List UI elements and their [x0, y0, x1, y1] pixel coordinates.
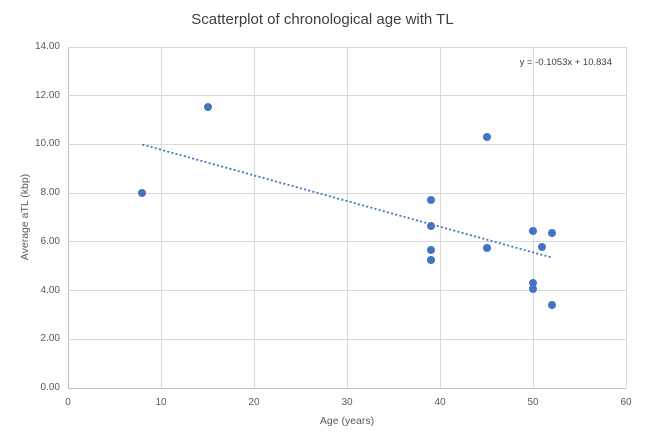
- y-tick-label: 8.00: [40, 187, 60, 199]
- trendline-equation-label: y = -0.1053x + 10.834: [519, 57, 612, 68]
- data-point: [482, 243, 491, 252]
- trendline: [142, 143, 552, 259]
- data-point: [426, 196, 435, 205]
- x-axis-line: [68, 387, 626, 389]
- horizontal-gridline: [68, 143, 626, 145]
- x-tick-label: 30: [341, 397, 353, 408]
- x-tick-label: 60: [620, 397, 632, 408]
- data-point: [547, 229, 556, 238]
- y-tick-label: 4.00: [40, 284, 60, 296]
- data-point: [426, 246, 435, 255]
- x-tick-label: 50: [527, 397, 539, 408]
- y-tick-label: 6.00: [40, 235, 60, 247]
- horizontal-gridline: [68, 338, 626, 340]
- vertical-gridline: [160, 47, 162, 388]
- vertical-gridline: [439, 47, 441, 388]
- vertical-gridline: [532, 47, 534, 388]
- y-tick-label: 12.00: [34, 89, 60, 101]
- horizontal-gridline: [68, 241, 626, 243]
- chart-title: Scatterplot of chronological age with TL: [191, 11, 454, 28]
- y-tick-label: 0.00: [40, 382, 60, 393]
- horizontal-gridline: [68, 46, 626, 48]
- y-axis-line: [67, 47, 69, 388]
- vertical-gridline: [625, 47, 627, 388]
- horizontal-gridline: [68, 192, 626, 194]
- data-point: [138, 189, 147, 198]
- data-point: [203, 102, 212, 111]
- data-point: [547, 301, 556, 310]
- data-point: [529, 279, 537, 288]
- data-point: [426, 222, 435, 230]
- x-axis-title: Age (years): [319, 415, 375, 427]
- x-tick-label: 40: [434, 397, 446, 408]
- data-point: [529, 285, 537, 294]
- horizontal-gridline: [68, 95, 626, 97]
- data-point: [482, 133, 491, 142]
- data-point: [529, 226, 537, 235]
- x-tick-label: 20: [248, 397, 260, 408]
- y-tick-label: 10.00: [34, 138, 60, 150]
- y-tick-label: 2.00: [40, 333, 60, 345]
- y-tick-label: 14.00: [34, 41, 60, 52]
- horizontal-gridline: [68, 290, 626, 292]
- data-point: [426, 256, 435, 265]
- x-tick-label: 10: [155, 397, 167, 408]
- vertical-gridline: [346, 47, 348, 388]
- vertical-gridline: [253, 47, 255, 388]
- trendline-path: [142, 143, 552, 259]
- data-point: [538, 242, 547, 251]
- x-tick-label: 0: [65, 397, 71, 408]
- plot-area: [67, 46, 627, 389]
